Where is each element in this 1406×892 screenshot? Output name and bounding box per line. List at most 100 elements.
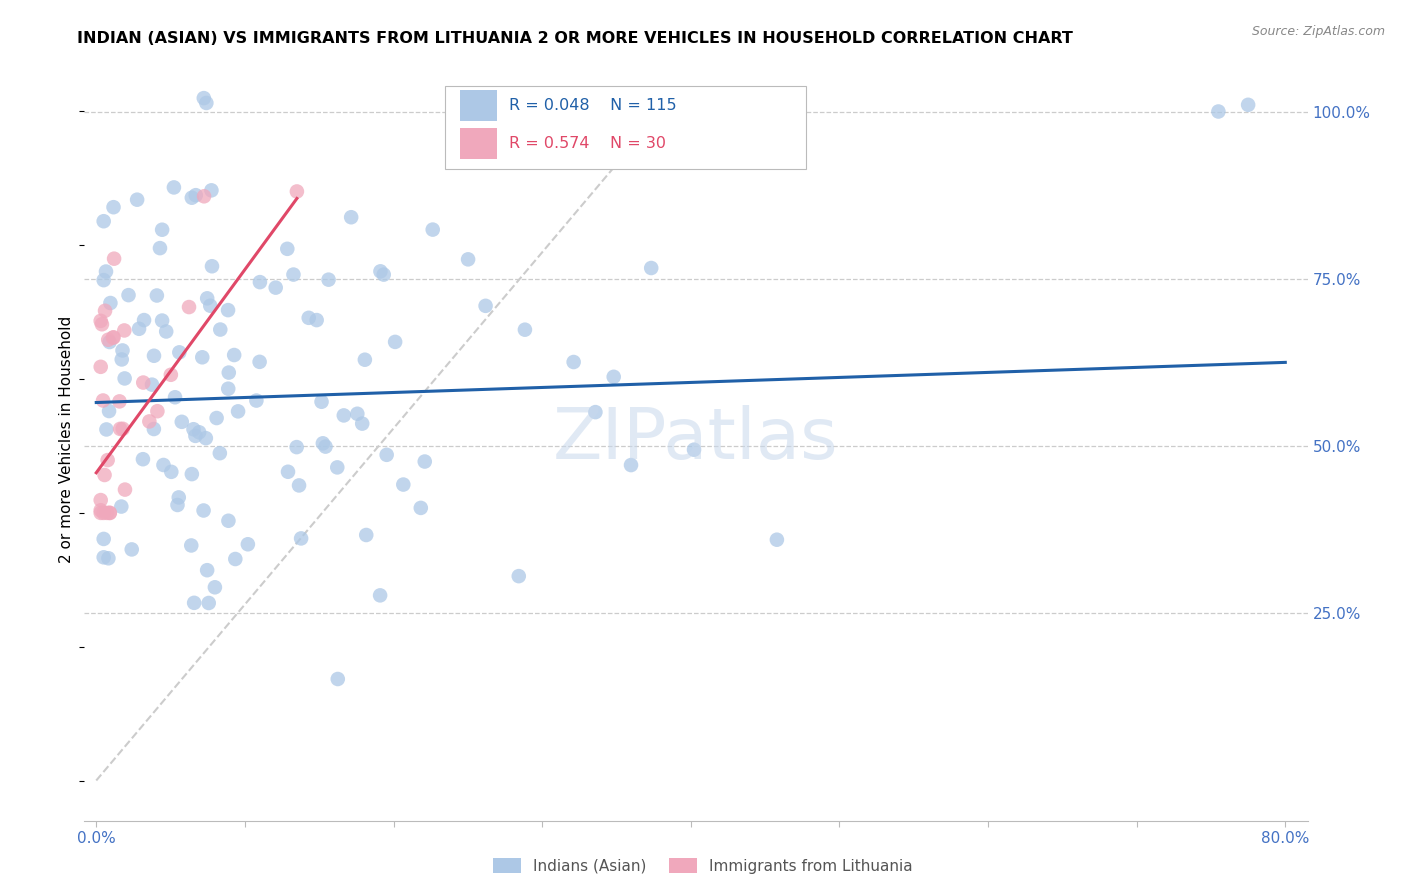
Point [508,569,530,583]
Point [112,323,135,337]
Point [93,467,115,482]
Point [513,323,536,337]
Point [249,275,271,289]
Point [132,376,155,390]
Point [226,404,249,418]
Point [90,318,112,332]
Y-axis label: 2 or more Vehicles in Household: 2 or more Vehicles in Household [59,316,75,563]
Point [177,300,200,314]
Point [163,390,186,404]
Point [474,299,496,313]
Point [217,382,239,396]
Point [305,313,328,327]
Point [132,452,155,467]
Point [1237,97,1260,112]
Point [103,200,125,214]
Point [326,672,349,686]
Point [98,506,121,520]
Point [170,415,193,429]
Point [683,442,706,457]
Point [111,343,134,358]
Point [373,268,395,282]
Point [197,596,219,610]
Point [146,404,169,418]
Point [200,183,222,197]
Point [224,348,246,362]
Point [180,191,202,205]
Point [160,368,183,382]
Text: R = 0.048    N = 115: R = 0.048 N = 115 [509,98,676,113]
Point [188,425,211,440]
Point [208,446,231,460]
Point [163,180,186,194]
Point [620,458,643,472]
Point [93,550,115,565]
Point [150,313,173,327]
Point [205,411,228,425]
Point [97,551,120,566]
Point [194,431,217,445]
Point [413,454,436,468]
Point [193,189,215,203]
Point [184,188,207,202]
Point [1208,104,1230,119]
Point [114,483,136,497]
Point [204,580,226,594]
Point [201,259,224,273]
Point [457,252,479,267]
Text: INDIAN (ASIAN) VS IMMIGRANTS FROM LITHUANIA 2 OR MORE VEHICLES IN HOUSEHOLD CORR: INDIAN (ASIAN) VS IMMIGRANTS FROM LITHUA… [77,31,1073,46]
Point [146,288,169,302]
Point [285,185,308,199]
Point [191,351,214,365]
Point [93,532,115,546]
Point [409,500,432,515]
Point [110,500,132,514]
Point [354,352,377,367]
Point [195,563,218,577]
Point [142,422,165,436]
Point [766,533,789,547]
Point [200,299,222,313]
Point [98,404,121,418]
FancyBboxPatch shape [460,128,496,159]
Point [236,537,259,551]
Point [209,322,232,336]
Point [169,345,191,359]
Point [93,273,115,287]
Text: ZIPatlas: ZIPatlas [553,405,839,474]
Point [150,223,173,237]
Point [285,440,308,454]
Point [114,371,136,385]
Point [277,465,299,479]
Point [103,330,125,344]
Point [141,377,163,392]
Point [180,467,202,482]
Point [513,145,536,160]
Point [167,491,190,505]
Point [128,322,150,336]
Point [283,268,305,282]
Point [311,394,333,409]
Point [111,352,134,367]
Point [217,514,239,528]
Point [318,273,340,287]
Point [90,493,112,508]
Point [384,334,406,349]
Point [264,280,287,294]
FancyBboxPatch shape [446,87,806,169]
Point [224,552,246,566]
Point [312,436,335,450]
Point [121,542,143,557]
Point [93,214,115,228]
Point [370,264,392,278]
Text: R = 0.574    N = 30: R = 0.574 N = 30 [509,136,666,151]
Point [143,349,166,363]
Point [333,409,356,423]
Point [180,538,202,552]
Text: Source: ZipAtlas.com: Source: ZipAtlas.com [1251,25,1385,38]
Point [298,310,321,325]
Point [315,440,337,454]
Point [91,393,114,408]
Point [193,503,215,517]
Point [94,264,117,278]
